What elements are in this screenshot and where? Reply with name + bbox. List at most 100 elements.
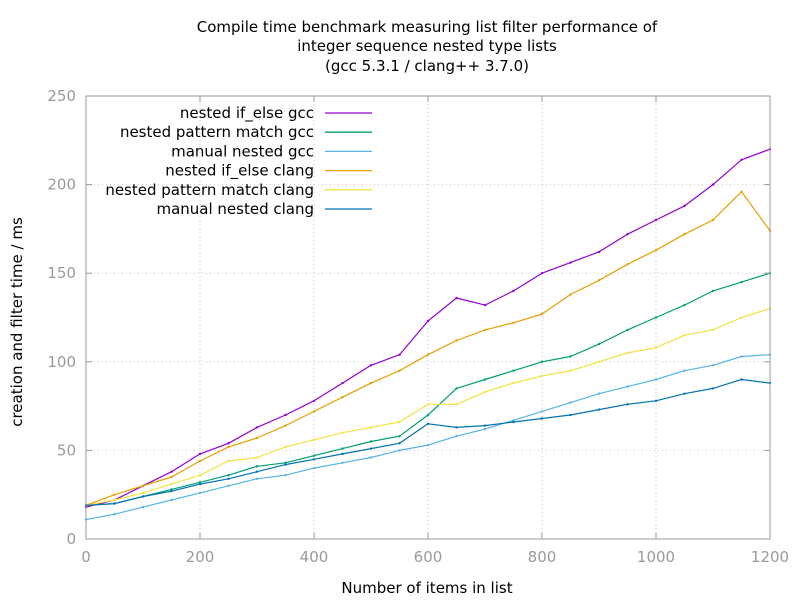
data-point [540,410,544,413]
data-point [654,218,658,222]
data-point [113,513,116,516]
data-point [113,502,116,505]
data-point [170,488,173,491]
data-point [711,289,715,293]
data-point [626,263,629,266]
series-group [84,190,772,507]
data-point [341,452,344,456]
data-point [597,250,601,254]
y-tick-label: 100 [47,353,76,371]
data-point [398,435,401,438]
data-point [398,449,401,452]
series-group [84,378,772,507]
data-point [312,410,316,413]
data-point [312,458,316,461]
data-point [198,481,202,484]
data-point [683,233,686,236]
data-point [740,378,743,381]
data-point [426,422,430,425]
data-point [198,459,202,463]
x-tick-label: 400 [300,548,329,566]
data-point [455,426,458,429]
y-axis-label: creation and filter time / ms [8,217,26,427]
data-point [540,374,544,378]
data-point [740,355,743,358]
data-point [683,392,686,395]
data-point [398,420,401,424]
legend-item: nested if_else gcc [180,104,372,123]
data-point [426,319,430,323]
data-point [455,339,458,342]
data-point [740,190,743,193]
data-point [483,303,487,307]
data-point [369,364,373,367]
data-point [198,452,202,456]
x-tick-label: 200 [186,548,215,566]
data-point [255,477,259,480]
data-point [483,424,487,427]
data-point [512,321,515,324]
data-point [597,392,601,395]
legend-label: nested if_else gcc [180,104,314,123]
data-point [569,401,572,404]
series-group [84,353,772,521]
data-point [341,461,344,464]
data-point [255,436,259,440]
data-point [683,369,686,372]
data-point [312,438,316,441]
data-point [683,334,686,337]
x-axis-label: Number of items in list [341,579,512,597]
data-point [369,381,373,385]
data-point [683,303,686,307]
data-point [711,218,715,222]
data-point [141,505,145,509]
data-point [170,482,173,486]
data-point [569,261,572,264]
data-point [711,387,715,390]
data-point [398,442,401,445]
data-point [312,399,316,402]
data-point [512,369,515,372]
data-point [569,293,572,296]
data-point [455,435,458,438]
data-point [483,328,487,332]
legend-label: nested pattern match gcc [120,123,314,141]
data-point [654,346,658,349]
data-point [141,495,145,498]
data-point [369,447,373,450]
legend-label: nested pattern match clang [105,181,314,199]
data-point [198,491,202,495]
data-point [654,249,658,252]
data-point [227,477,230,480]
data-point [255,426,259,429]
title-line-1: Compile time benchmark measuring list fi… [197,18,658,36]
y-tick-label: 200 [47,176,76,194]
data-point [455,387,458,390]
data-point [626,233,629,236]
data-point [398,353,401,356]
data-point [711,183,715,186]
series-group [84,307,772,507]
data-point [284,463,287,466]
data-point [483,427,487,431]
data-point [426,443,430,447]
axis-ticks: 0 50 100 150 200 250 0 200 400 600 800 1000 1200 [47,87,789,566]
title-line-2: integer sequence nested type lists [297,37,557,55]
data-point [740,316,743,319]
data-point [284,413,287,417]
data-point [512,419,515,422]
data-point [540,417,544,420]
series-lines [84,148,772,521]
legend-item: nested pattern match clang [105,181,372,199]
data-point [569,355,572,358]
series-group [84,272,772,507]
data-point [227,442,230,445]
x-tick-label: 600 [414,548,443,566]
data-point [626,385,629,388]
data-point [341,447,344,450]
data-point [683,204,686,208]
data-point [312,454,316,457]
data-point [398,369,401,372]
